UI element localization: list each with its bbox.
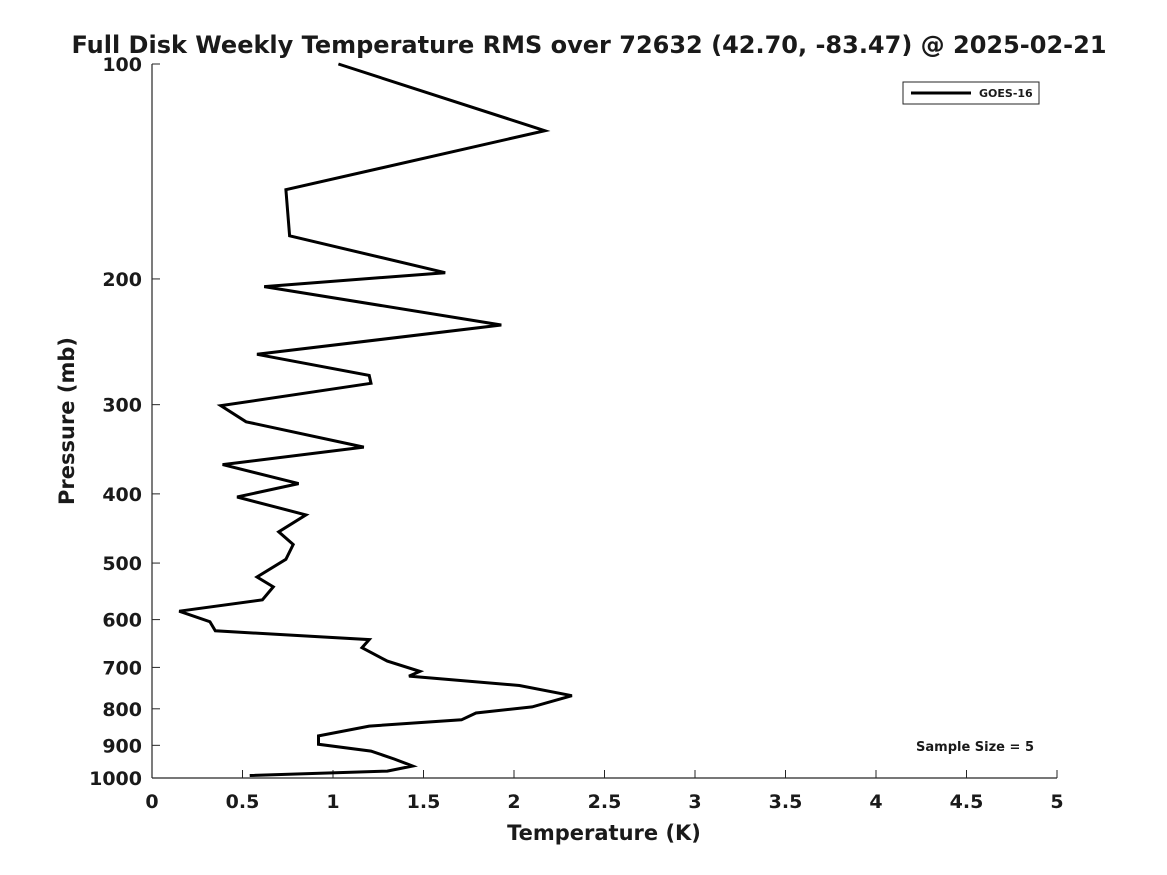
series-line-goes-16 <box>178 62 573 777</box>
plot-axes <box>151 64 1057 779</box>
x-tick-label: 0.5 <box>226 791 260 813</box>
y-tick-label: 100 <box>102 54 142 76</box>
y-tick-label: 500 <box>102 553 142 575</box>
x-tick-label: 4.5 <box>950 791 984 813</box>
x-tick-label: 1 <box>326 791 339 813</box>
y-ticks: 100 200 300 400 500 600 700 800 900 1000 <box>89 54 160 790</box>
y-tick-label: 800 <box>102 699 142 721</box>
y-tick-label: 700 <box>102 657 142 679</box>
y-axis-label: Pressure (mb) <box>55 337 79 505</box>
x-axis-label: Temperature (K) <box>507 821 701 845</box>
x-tick-label: 0 <box>145 791 158 813</box>
y-tick-label: 400 <box>102 484 142 506</box>
y-tick-label: 900 <box>102 735 142 757</box>
x-tick-label: 4 <box>869 791 882 813</box>
series-layer <box>178 62 573 777</box>
x-tick-label: 5 <box>1050 791 1063 813</box>
x-tick-label: 2.5 <box>588 791 622 813</box>
sample-size-annotation: Sample Size = 5 <box>916 740 1034 755</box>
x-tick-label: 2 <box>507 791 520 813</box>
x-tick-label: 1.5 <box>407 791 441 813</box>
y-tick-label: 600 <box>102 610 142 632</box>
y-tick-label: 300 <box>102 395 142 417</box>
y-tick-label: 1000 <box>89 768 142 790</box>
chart-title: Full Disk Weekly Temperature RMS over 72… <box>71 31 1106 59</box>
x-tick-label: 3 <box>688 791 701 813</box>
y-tick-label: 200 <box>102 269 142 291</box>
legend: GOES-16 <box>902 81 1040 105</box>
x-ticks: 0 0.5 1 1.5 2 2.5 3 3.5 4 4.5 5 <box>145 770 1064 813</box>
x-tick-label: 3.5 <box>769 791 803 813</box>
legend-label: GOES-16 <box>979 87 1033 100</box>
